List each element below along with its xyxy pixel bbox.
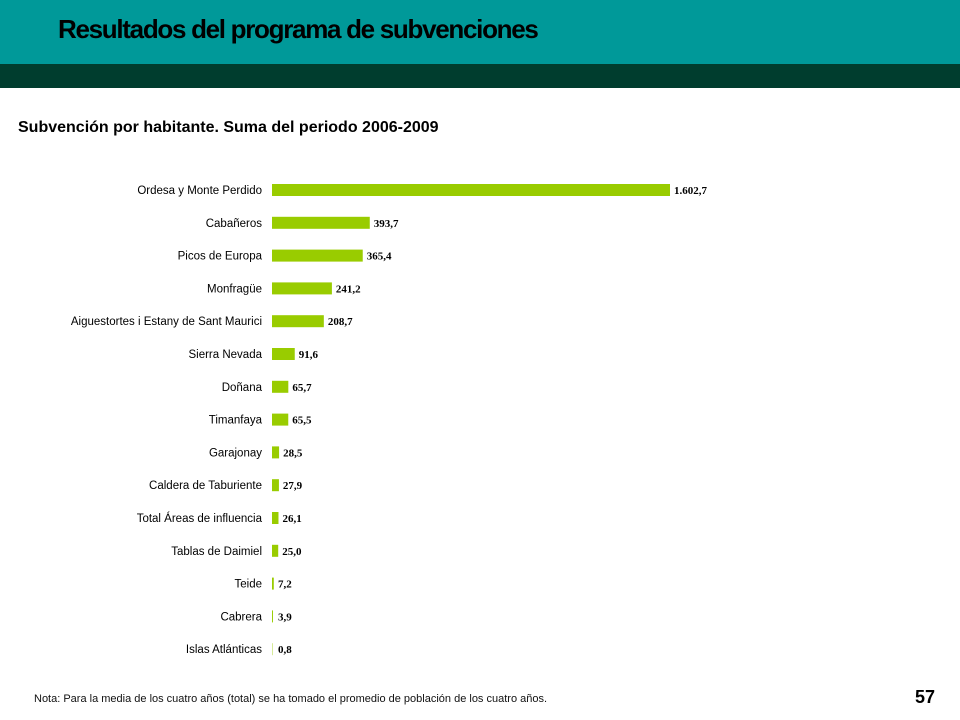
bar	[272, 315, 324, 328]
category-label: Garajonay	[209, 447, 262, 459]
data-label: 365,4	[367, 251, 392, 263]
category-label: Sierra Nevada	[188, 349, 262, 361]
category-label: Teide	[235, 579, 263, 591]
bar	[272, 577, 274, 590]
bar	[272, 479, 279, 492]
category-label: Islas Atlánticas	[186, 644, 262, 656]
category-label: Monfragüe	[207, 283, 262, 295]
bar	[272, 216, 370, 229]
chart-subtitle: Subvención por habitante. Suma del perio…	[18, 119, 439, 136]
data-label: 91,6	[299, 349, 319, 361]
category-label: Total Áreas de influencia	[137, 512, 263, 525]
data-label: 0,8	[278, 644, 292, 656]
data-label: 7,2	[278, 579, 292, 591]
data-label: 65,5	[292, 415, 312, 427]
category-label: Picos de Europa	[178, 251, 263, 263]
footnote: Nota: Para la media de los cuatro años (…	[34, 693, 548, 705]
bar	[272, 446, 280, 459]
header-band	[0, 0, 960, 64]
data-label: 1.602,7	[674, 185, 708, 197]
slide-title: Resultados del programa de subvenciones	[58, 14, 539, 44]
data-label: 25,0	[282, 546, 302, 558]
bar	[272, 544, 279, 557]
data-label: 208,7	[328, 316, 353, 328]
category-label: Cabrera	[220, 611, 262, 623]
category-label: Cabañeros	[206, 218, 263, 230]
data-label: 3,9	[278, 611, 292, 623]
category-label: Tablas de Daimiel	[171, 546, 262, 558]
data-label: 393,7	[374, 218, 399, 230]
bar	[272, 413, 289, 426]
bar	[272, 610, 273, 623]
category-label: Timanfaya	[209, 415, 263, 427]
page-number: 57	[914, 687, 935, 707]
bar	[272, 282, 332, 295]
category-label: Caldera de Taburiente	[149, 480, 262, 492]
data-label: 241,2	[336, 283, 361, 295]
category-label: Doñana	[222, 382, 263, 394]
header-strip	[0, 64, 960, 88]
bar	[272, 184, 670, 196]
data-label: 26,1	[282, 513, 301, 525]
bar	[272, 512, 279, 524]
bar-chart: Ordesa y Monte Perdido 1.602,7 Cabañeros 39…	[71, 176, 708, 664]
bar	[272, 348, 295, 360]
category-label: Aiguestortes i Estany de Sant Maurici	[71, 316, 262, 328]
data-label: 65,7	[292, 382, 312, 394]
bar	[272, 249, 363, 262]
bar	[272, 380, 289, 393]
category-label: Ordesa y Monte Perdido	[137, 185, 262, 197]
data-label: 27,9	[283, 480, 303, 492]
data-label: 28,5	[283, 447, 303, 459]
